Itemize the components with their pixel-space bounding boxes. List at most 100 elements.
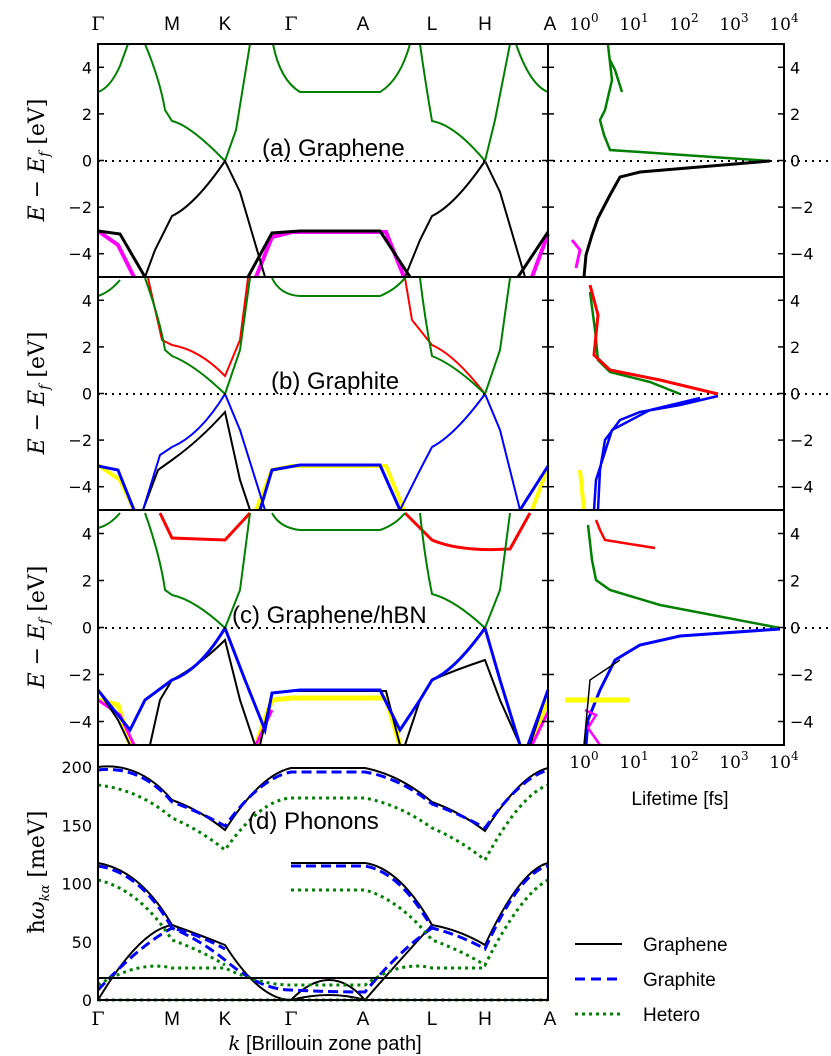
lifetime-top-tick-0: 100 (569, 11, 598, 35)
bottom-sym-label-l: L (427, 1009, 438, 1030)
lifetime-a-ytick-3: 2 (790, 105, 800, 124)
lifetime-a-ytick-0: −4 (790, 245, 814, 264)
panel-a-ytick-4: 4 (82, 58, 92, 77)
lifetime-bottom-tick-3: 103 (719, 749, 748, 773)
lifetime-c-red (594, 519, 656, 550)
panel-b-black-valence (142, 409, 251, 511)
lifetime-bottom-tick-2: 102 (669, 749, 698, 773)
lifetime-c-ytick-1: −2 (790, 666, 814, 685)
lifetime-b-ytick-2: 0 (790, 385, 800, 404)
panel-c-title: (c) Graphene/hBN (232, 602, 427, 629)
panel-c-green-conduction (97, 512, 511, 630)
panel-b-ytick-0: −4 (68, 478, 92, 497)
lifetime-b-blue (592, 394, 719, 511)
panel-d-phonons (96, 765, 549, 1002)
legend-label-graphene: Graphene (643, 935, 728, 956)
legend-label-hetero: Hetero (643, 1005, 700, 1026)
ylabel-panel-d: ħωkα [meV] (25, 811, 53, 934)
lifetime-panel-c (565, 519, 781, 746)
bottom-sym-label-k: K (219, 1009, 232, 1030)
phonon-ytick-2: 100 (61, 875, 92, 894)
panel-c-ytick-3: 2 (82, 572, 92, 591)
lifetime-bottom-tick-1: 101 (619, 749, 648, 773)
panel-b-title: (b) Graphite (271, 368, 399, 395)
x-axis-label: k [Brillouin zone path] (228, 1031, 421, 1055)
lifetime-b-ytick-4: 4 (790, 291, 800, 310)
panel-a-ytick-0: −4 (68, 245, 92, 264)
panel-c-ytick-1: −2 (68, 666, 92, 685)
panel-a-pi-valence (144, 159, 526, 278)
lifetime-axis-label: Lifetime [fs] (631, 789, 728, 810)
panel-c-red-conduction (158, 511, 532, 552)
lifetime-top-tick-3: 103 (719, 11, 748, 35)
lifetime-bottom-tick-0: 100 (569, 749, 598, 773)
lifetime-b-ytick-3: 2 (790, 338, 800, 357)
panel-c-ytick-0: −4 (68, 713, 92, 732)
lifetime-c-ytick-4: 4 (790, 525, 800, 544)
panel-c-yellow (97, 695, 551, 746)
panel-b-graphite (96, 277, 831, 511)
lifetime-a-green (598, 44, 771, 163)
bottom-sym-label-m: M (164, 1009, 180, 1030)
lifetime-c-black (583, 659, 621, 746)
panel-a-sigma-black (97, 229, 550, 278)
phonon-ytick-0: 0 (82, 991, 92, 1010)
bottom-sym-label-gamma-2: Γ (284, 1008, 297, 1030)
lifetime-c-ytick-3: 2 (790, 572, 800, 591)
panel-a-ytick-1: −2 (68, 198, 92, 217)
phonon-ytick-4: 200 (61, 758, 92, 777)
panel-b-red-conduction (147, 277, 486, 395)
legend: Graphene Graphite Hetero (575, 935, 728, 1026)
top-sym-label-a-1: A (357, 14, 370, 35)
panel-c-magenta (97, 698, 550, 746)
lifetime-a-ytick-1: −2 (790, 198, 814, 217)
panel-a-graphene (96, 43, 831, 278)
panel-b-ytick-2: 0 (82, 385, 92, 404)
lifetime-b-ytick-1: −2 (790, 431, 814, 450)
lifetime-c-ytick-0: −4 (790, 713, 814, 732)
panel-c-ytick-2: 0 (82, 619, 92, 638)
panel-b-ytick-1: −2 (68, 431, 92, 450)
panel-b-yellow (96, 463, 550, 511)
bottom-sym-label-h: H (478, 1009, 492, 1030)
top-sym-label-m: M (164, 14, 180, 35)
phonon-graphite-dashed (96, 767, 549, 994)
panel-a-ytick-3: 2 (82, 105, 92, 124)
lifetime-b-ytick-0: −4 (790, 478, 814, 497)
panel-b-blue-sigma (97, 463, 550, 511)
lifetime-top-tick-1: 101 (619, 11, 648, 35)
bottom-sym-label-a-2: A (544, 1009, 557, 1030)
lifetime-a-ytick-2: 0 (790, 152, 800, 171)
lifetime-bottom-tick-4: 104 (769, 749, 799, 773)
panel-b-ytick-4: 4 (82, 291, 92, 310)
lifetime-panel-a (570, 44, 771, 278)
phonon-ytick-1: 50 (72, 933, 92, 952)
ylabel-panel-a: E − Ef [eV] (25, 99, 53, 223)
panel-b-blue-valence (142, 391, 521, 511)
lifetime-b-yellow (578, 469, 586, 511)
top-sym-label-k: K (219, 14, 232, 35)
panel-a-pi-conduction (97, 43, 549, 164)
legend-label-graphite: Graphite (643, 970, 716, 991)
phonon-graphene-solid (97, 765, 549, 1002)
top-sym-label-gamma-2: Γ (284, 13, 297, 35)
lifetime-a-magenta (570, 239, 582, 269)
lifetime-b-red (588, 284, 719, 396)
lifetime-top-tick-4: 104 (769, 11, 799, 35)
phonon-hetero-dotted (97, 783, 549, 1002)
ylabel-panel-c: E − Ef [eV] (25, 566, 53, 690)
panel-c-blue-valence (96, 624, 550, 746)
lifetime-top-tick-2: 102 (669, 11, 698, 35)
panel-b-green-conduction (97, 277, 511, 396)
bottom-sym-label-a-1: A (357, 1009, 370, 1030)
bottom-sym-label-gamma-1: Γ (91, 1008, 104, 1030)
lifetime-a-black (582, 159, 771, 278)
frame-panel-d-full (97, 744, 549, 1001)
panel-a-title: (a) Graphene (262, 135, 405, 162)
lifetime-a-ytick-4: 4 (790, 58, 800, 77)
panel-c-graphene-hbn (96, 511, 831, 746)
top-sym-label-h: H (478, 14, 492, 35)
panel-d-title: (d) Phonons (248, 808, 379, 835)
top-sym-label-gamma-1: Γ (91, 13, 104, 35)
